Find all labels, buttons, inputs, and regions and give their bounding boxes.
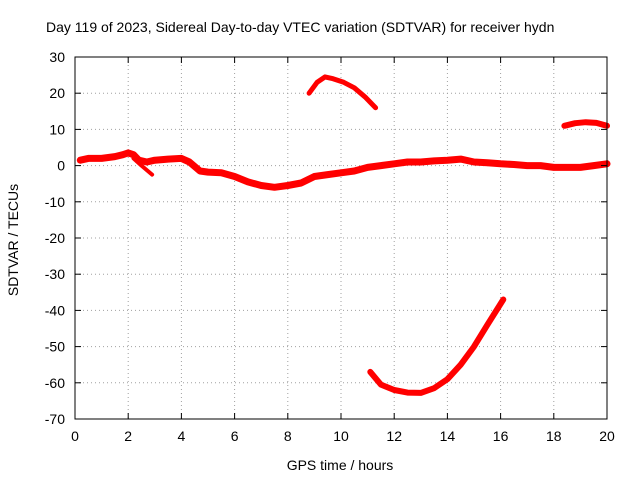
x-tick-label: 18 — [546, 428, 562, 444]
tick-layer: 0 2 4 6 8 10 12 14 16 18 20 -70 -60 -50 -40 -30 -20 -10 0 1… — [45, 49, 615, 444]
y-tick-label: 0 — [57, 158, 65, 174]
y-tick-label: -20 — [45, 230, 65, 246]
series-upper-arc — [306, 74, 379, 111]
series-branch — [131, 156, 155, 177]
series-main — [76, 149, 611, 191]
y-tick-label: 30 — [49, 49, 65, 65]
x-tick-label: 6 — [231, 428, 239, 444]
x-tick-label: 0 — [71, 428, 79, 444]
y-axis-label: SDTVAR / TECUs — [5, 184, 21, 296]
y-tick-label: -50 — [45, 339, 65, 355]
y-tick-label: 10 — [49, 121, 65, 137]
chart-title: Day 119 of 2023, Sidereal Day-to-day VTE… — [46, 19, 554, 35]
y-tick-label: -70 — [45, 411, 65, 427]
x-tick-label: 8 — [284, 428, 292, 444]
x-tick-label: 14 — [440, 428, 456, 444]
x-tick-label: 16 — [493, 428, 509, 444]
y-tick-label: -60 — [45, 375, 65, 391]
grid-layer — [75, 57, 607, 419]
x-tick-label: 20 — [599, 428, 615, 444]
y-tick-label: 20 — [49, 85, 65, 101]
series-lower-curve — [367, 296, 507, 396]
x-tick-label: 12 — [386, 428, 402, 444]
y-tick-label: -40 — [45, 302, 65, 318]
series-right-segment — [561, 119, 610, 129]
x-tick-label: 10 — [333, 428, 349, 444]
y-tick-label: -10 — [45, 194, 65, 210]
x-tick-label: 4 — [178, 428, 186, 444]
x-tick-label: 2 — [124, 428, 132, 444]
x-axis-label: GPS time / hours — [287, 457, 394, 473]
series-layer — [76, 74, 611, 396]
y-tick-label: -30 — [45, 266, 65, 282]
